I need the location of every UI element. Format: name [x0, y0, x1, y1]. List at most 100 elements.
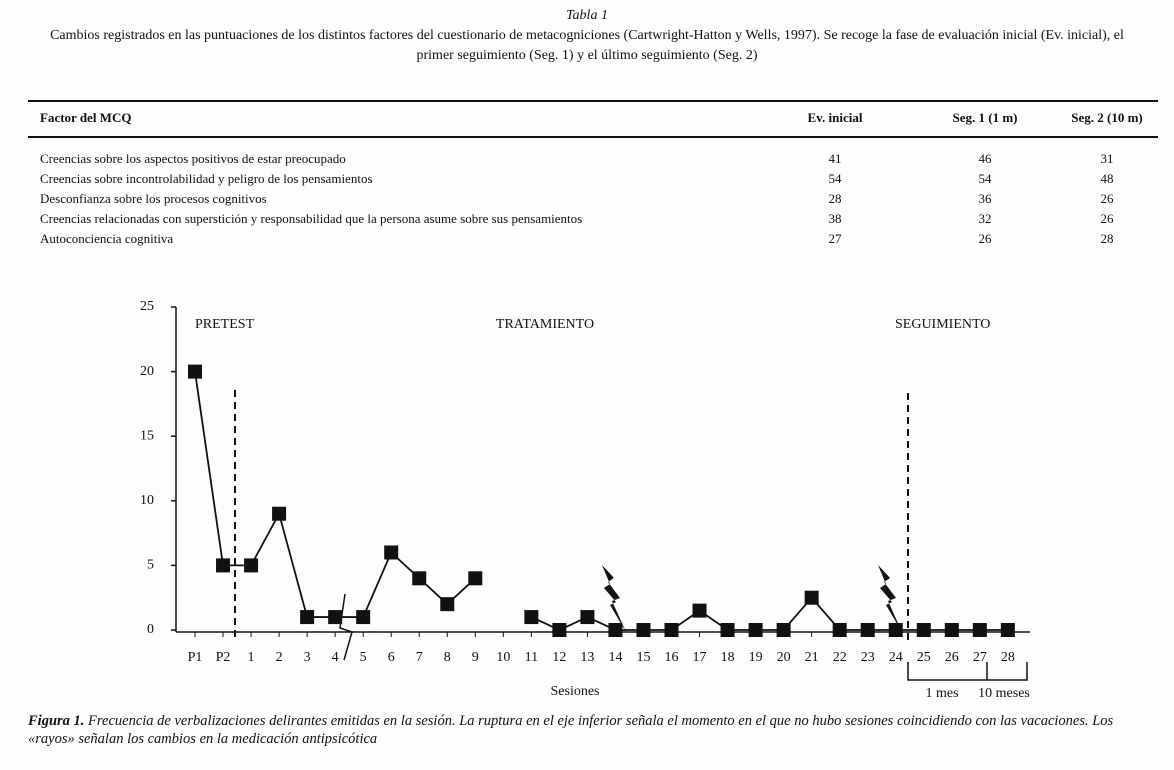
table-cell-number: 26 [1100, 191, 1114, 206]
data-point [832, 623, 847, 637]
data-point [412, 571, 427, 586]
x-tick-label: 12 [552, 650, 566, 665]
phase-label: TRATAMIENTO [496, 317, 594, 332]
table-rule [28, 100, 1158, 102]
data-point [972, 623, 987, 637]
column-header: Seg. 2 (10 m) [1071, 110, 1143, 125]
x-tick-label: 22 [833, 650, 847, 665]
data-point [440, 597, 455, 612]
data-point [552, 623, 567, 637]
y-tick-label: 25 [140, 299, 154, 314]
x-tick-label: 10 [496, 650, 510, 665]
data-point [804, 590, 819, 605]
data-point [692, 603, 707, 618]
x-tick-label: 5 [360, 650, 367, 665]
x-tick-label: 2 [276, 650, 283, 665]
data-point [300, 610, 315, 625]
data-point [720, 623, 735, 637]
x-tick-label: 11 [525, 650, 538, 665]
data-point [608, 623, 623, 637]
table-rule [28, 136, 1158, 138]
data-point [244, 558, 259, 573]
table-cell-number: 36 [978, 191, 992, 206]
data-point [748, 623, 763, 637]
data-point [216, 558, 231, 573]
table-cell-label: Desconfianza sobre los procesos cognitiv… [40, 191, 267, 206]
table-cell-number: 48 [1100, 171, 1114, 186]
data-point [776, 623, 791, 637]
x-tick-label: 19 [749, 650, 763, 665]
x-tick-label: 17 [693, 650, 707, 665]
column-header: Factor del MCQ [40, 110, 132, 125]
table-cell-number: 27 [828, 231, 842, 246]
axis-break [339, 593, 353, 661]
table-cell-number: 54 [828, 171, 842, 186]
x-tick-label: 21 [805, 650, 819, 665]
data-point [524, 610, 539, 625]
x-tick-label: 4 [332, 650, 339, 665]
y-tick-label: 15 [140, 428, 154, 443]
medication-change [602, 565, 626, 632]
data-point [384, 545, 399, 560]
x-tick-label: 14 [608, 650, 622, 665]
x-tick-label: 23 [861, 650, 875, 665]
x-tick-label: 27 [973, 650, 987, 665]
table-cell-number: 26 [978, 231, 992, 246]
data-point [916, 623, 931, 637]
table-cell-number: 28 [828, 191, 842, 206]
table-caption: Cambios registrados en las puntuaciones … [50, 28, 1124, 63]
table-cell-number: 54 [978, 171, 992, 186]
x-tick-label: 24 [889, 650, 903, 665]
phase-label: SEGUIMIENTO [895, 317, 990, 332]
medication-change [878, 565, 902, 632]
y-tick-label: 0 [147, 622, 154, 637]
data-point [636, 623, 651, 637]
x-axis-label: Sesiones [551, 684, 600, 699]
table-cell-number: 26 [1100, 211, 1114, 226]
figure-caption-text: Frecuencia de verbalizaciones delirantes… [28, 713, 1114, 747]
followup-label: 10 meses [978, 686, 1030, 701]
data-point [188, 364, 202, 379]
figure-number: Figura 1. [28, 713, 85, 729]
table-number: Tabla 1 [566, 8, 608, 23]
column-header: Seg. 1 (1 m) [952, 110, 1018, 125]
x-tick-label: 13 [580, 650, 594, 665]
table-cell-number: 41 [828, 151, 842, 166]
data-point [356, 610, 371, 625]
x-tick-label: 20 [777, 650, 791, 665]
table-cell-label: Autoconciencia cognitiva [40, 231, 174, 246]
x-tick-label: 1 [248, 650, 255, 665]
x-tick-label: 3 [304, 650, 311, 665]
x-tick-label: 28 [1001, 650, 1015, 665]
x-tick-label: 16 [665, 650, 679, 665]
x-tick-label: 15 [636, 650, 650, 665]
x-tick-label: 18 [721, 650, 735, 665]
x-tick-label: P1 [188, 650, 203, 665]
data-point [944, 623, 959, 637]
data-point [664, 623, 679, 637]
x-tick-label: 7 [416, 650, 423, 665]
table-cell-label: Creencias sobre los aspectos positivos d… [40, 151, 346, 166]
y-tick-label: 10 [140, 493, 154, 508]
table-cell-number: 32 [978, 211, 992, 226]
table-cell-number: 28 [1100, 231, 1114, 246]
followup-bracket [907, 662, 1028, 681]
phase-label: PRETEST [195, 317, 255, 332]
data-point [468, 571, 483, 586]
table-cell-number: 46 [978, 151, 992, 166]
y-tick-label: 5 [147, 558, 154, 573]
data-point [580, 610, 595, 625]
x-tick-label: 25 [917, 650, 931, 665]
x-tick-label: 26 [945, 650, 959, 665]
data-point [272, 506, 287, 521]
data-point [328, 610, 343, 625]
x-tick-label: 6 [388, 650, 395, 665]
table-cell-label: Creencias relacionadas con superstición … [40, 211, 583, 226]
table-cell-label: Creencias sobre incontrolabilidad y peli… [40, 171, 373, 186]
x-tick-label: 8 [444, 650, 451, 665]
followup-label: 1 mes [925, 686, 958, 701]
column-header: Ev. inicial [807, 110, 863, 125]
figure-caption: Figura 1. Frecuencia de verbalizaciones … [28, 712, 1158, 748]
